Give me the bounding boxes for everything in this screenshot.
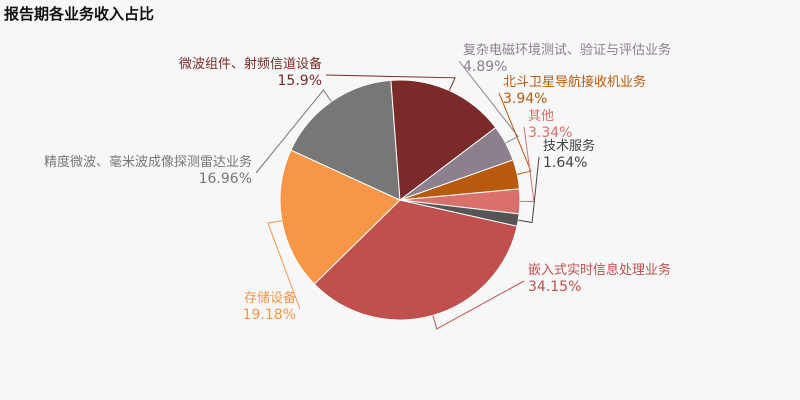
slice-label-name-4: 微波组件、射频信道设备 xyxy=(179,56,322,72)
slice-label-value-4: 15.9% xyxy=(278,73,322,89)
slice-label-value-5: 4.89% xyxy=(463,59,507,75)
slice-label-name-3: 精度微波、毫米波成像探测雷达业务 xyxy=(44,154,252,170)
slice-label-name-2: 存储设备 xyxy=(244,290,296,306)
slice-label-value-7: 3.34% xyxy=(528,125,572,141)
leader-line-1 xyxy=(432,280,525,330)
slice-label-value-6: 3.94% xyxy=(503,91,547,107)
slice-label-value-2: 19.18% xyxy=(243,307,296,323)
leader-line-4 xyxy=(325,74,456,91)
slice-label-name-1: 嵌入式实时信息处理业务 xyxy=(528,262,671,278)
slice-label-value-8: 1.64% xyxy=(543,155,587,171)
leader-line-8 xyxy=(518,156,540,224)
slice-label-value-3: 16.96% xyxy=(199,171,252,187)
leader-line-5 xyxy=(458,60,519,144)
pie-slice-3 xyxy=(290,79,401,201)
leader-line-6 xyxy=(498,92,532,175)
leader-line-2 xyxy=(267,220,301,310)
leader-line-3 xyxy=(255,89,332,174)
chart-title: 报告期各业务收入占比 xyxy=(4,5,155,23)
slice-label-name-8: 技术服务 xyxy=(543,138,595,154)
slice-label-value-1: 34.15% xyxy=(528,279,581,295)
slice-label-name-5: 复杂电磁环境测试、验证与评估业务 xyxy=(463,42,671,58)
pie-slices xyxy=(279,79,521,321)
slice-label-name-6: 北斗卫星导航接收机业务 xyxy=(503,74,646,90)
pie-slice-1 xyxy=(313,199,518,321)
slice-label-name-7: 其他 xyxy=(528,109,554,124)
leader-lines xyxy=(255,60,540,330)
